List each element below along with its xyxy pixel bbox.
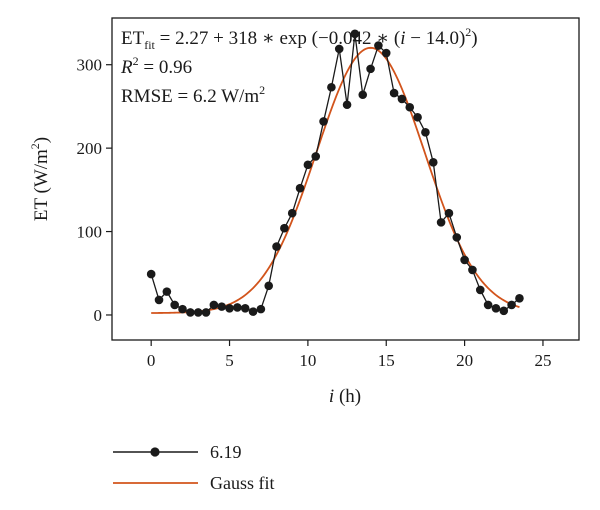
y-axis-title: ET (W/m2) [28,137,52,221]
data-point [491,304,501,313]
data-point [381,48,391,58]
x-tick-label: 0 [147,351,156,370]
y-tick-label: 100 [77,223,103,242]
data-point [452,233,462,242]
data-point [256,304,266,314]
data-point [483,300,493,310]
data-point [193,308,203,317]
data-point [217,302,226,311]
plot-frame [111,17,580,341]
data-point [295,183,305,193]
x-tick-label: 10 [299,351,316,370]
data-point [233,303,242,312]
data-point [201,308,211,317]
data-point [342,100,352,110]
data-point [405,102,415,112]
data-point [350,29,360,39]
rmse-label: RMSE = 6.2 W/m2 [121,83,265,107]
data-point [389,88,399,98]
data-point [170,300,179,310]
x-tick-label: 20 [456,351,473,370]
legend-label-fit: Gauss fit [210,473,275,493]
data-line [150,33,520,314]
legend-label-data: 6.19 [210,442,242,462]
data-point [397,94,407,104]
legend-marker-data [150,447,160,457]
data-point [280,223,289,233]
data-point [334,44,344,54]
r-squared-label: R2 = 0.96 [120,54,192,78]
data-point [507,300,516,310]
x-axis-title: i (h) [329,386,361,407]
data-point [444,208,454,218]
data-point [421,127,430,137]
data-point [413,112,422,122]
data-point [366,64,375,74]
data-point [272,242,281,251]
data-point [146,269,156,279]
data-point [248,307,258,316]
data-point [154,295,164,305]
data-series-6-19 [146,29,524,317]
data-point [468,265,477,275]
x-tick-label: 25 [534,351,551,370]
data-point [515,293,524,303]
data-point [209,300,219,310]
y-tick-label: 0 [94,306,103,325]
data-point [428,158,438,167]
data-point [240,304,250,313]
data-point [264,281,274,291]
data-point [460,255,469,265]
data-point [186,308,195,317]
data-point [311,152,321,161]
data-point [436,218,446,227]
legend: 6.19 Gauss fit [113,442,275,493]
data-point [327,82,336,92]
x-tick-label: 5 [225,351,234,370]
data-point [499,306,509,316]
data-point [287,208,297,218]
y-tick-label: 200 [77,139,103,158]
data-point [178,304,187,314]
data-point [162,287,172,296]
y-tick-label: 300 [77,56,103,75]
data-point [319,117,328,126]
data-point [374,41,383,50]
data-point [303,160,313,170]
x-tick-label: 15 [378,351,395,370]
data-point [225,304,234,313]
data-point [475,285,485,295]
data-point [358,90,368,100]
axis-ticks: 0 5 10 15 20 25 0 100 200 300 [77,56,552,370]
fit-equation: ETfit = 2.27 + 318 ∗ exp (−0.042 ∗ (i − … [121,25,478,52]
